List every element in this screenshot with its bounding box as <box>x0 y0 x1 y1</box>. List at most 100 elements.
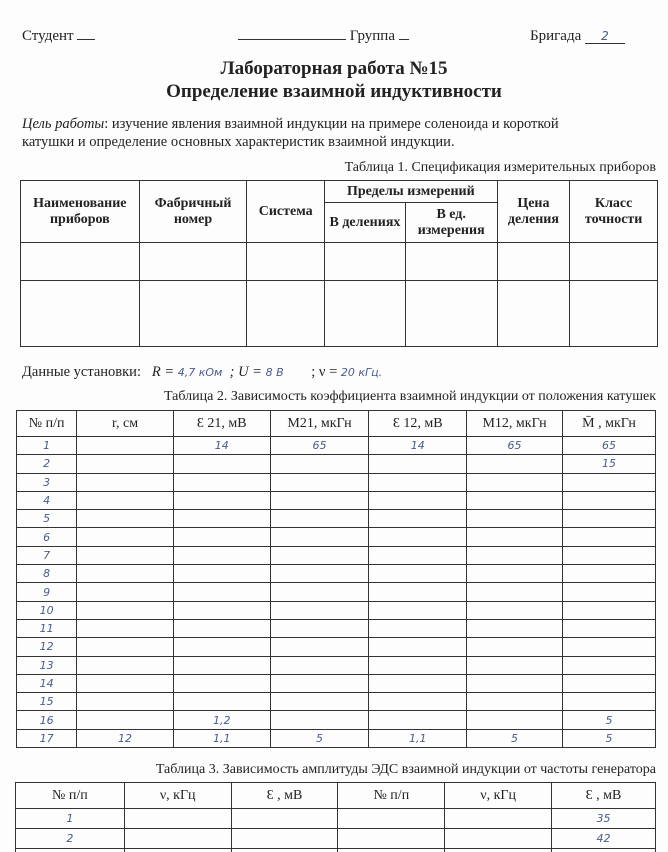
column-header: № п/п <box>15 410 78 437</box>
table-cell <box>230 828 339 849</box>
table-cell <box>368 637 468 657</box>
table-cell: 5 <box>562 728 656 749</box>
table-row: 6 <box>15 527 656 547</box>
table-cell <box>466 673 563 694</box>
table-cell <box>76 637 174 657</box>
instruments-table: Наименование приборов Фабричный номер Си… <box>20 180 658 347</box>
col-limits: Пределы измерений <box>324 180 498 203</box>
table-cell <box>172 600 271 620</box>
group-label: Группа <box>349 28 395 44</box>
table-cell: 7 <box>15 545 78 566</box>
table-cell <box>269 564 370 584</box>
table-row: 13 <box>15 655 656 675</box>
table-row: 7 <box>15 545 656 566</box>
table-cell <box>76 618 174 639</box>
table-cell <box>269 545 370 566</box>
table-cell <box>76 435 174 456</box>
table-cell <box>269 618 370 639</box>
table-row: 10 <box>15 600 656 620</box>
table-cell: 10 <box>15 600 78 620</box>
brigade-field: Бригада 2 <box>530 28 625 45</box>
table-cell <box>368 655 468 675</box>
header-row: № п/п ν, кГц Ɛ , мВ № п/п ν, кГц Ɛ , мВ <box>15 782 656 809</box>
table-row: 3 <box>15 848 656 852</box>
table3-caption: Таблица 3. Зависимость амплитуды ЭДС вза… <box>155 762 656 777</box>
table-cell <box>172 472 271 492</box>
table-cell <box>172 692 271 712</box>
r-label: R = <box>151 364 175 380</box>
table-cell <box>76 692 174 712</box>
table-cell <box>444 828 553 849</box>
table-cell <box>172 545 271 566</box>
student-field: Студент <box>22 28 96 45</box>
table-cell <box>172 582 271 602</box>
goal-line1: : изучение явления взаимной индукции на … <box>104 116 559 132</box>
header-row: № п/п r, см Ɛ 21, мВ M21, мкГн Ɛ 12, мВ M12, … <box>15 410 656 437</box>
table-cell <box>466 710 563 730</box>
brigade-label: Бригада <box>530 28 582 44</box>
table-cell <box>337 828 446 849</box>
table-cell <box>562 655 656 675</box>
table-cell <box>269 490 370 511</box>
table-cell <box>562 527 656 547</box>
table-cell <box>230 848 339 852</box>
table-row: 15 <box>15 692 656 712</box>
table1-caption: Таблица 1. Спецификация измерительных пр… <box>344 160 656 175</box>
table-cell: 12 <box>15 637 78 657</box>
table-cell <box>466 564 563 584</box>
table-cell: 1 <box>15 808 125 829</box>
table-cell: 2 <box>15 828 125 849</box>
col-serial: Фабричный номер <box>138 180 248 243</box>
col-class: Класс точности <box>569 180 658 243</box>
table-cell: 5 <box>15 509 78 529</box>
table-cell <box>368 673 468 694</box>
group-field: Группа <box>238 28 409 45</box>
table-cell <box>76 545 174 566</box>
table-row: 9 <box>15 582 656 602</box>
u-value: 8 В <box>265 366 284 379</box>
table-cell: 1,2 <box>172 710 271 730</box>
table-cell <box>269 600 370 620</box>
table-cell <box>269 710 370 730</box>
table-cell: 5 <box>269 728 370 749</box>
table-cell <box>269 472 370 492</box>
table-cell <box>562 509 656 529</box>
table-cell: 15 <box>562 454 656 474</box>
table-cell: 4 <box>15 490 78 511</box>
table-cell: 6 <box>15 527 78 547</box>
table-cell <box>269 637 370 657</box>
table-cell <box>76 655 174 675</box>
table-cell <box>466 527 563 547</box>
table-cell <box>368 454 468 474</box>
column-header: ν, кГц <box>123 782 232 809</box>
brigade-value: 2 <box>585 29 625 44</box>
table-cell <box>562 673 656 694</box>
page-subtitle: Определение взаимной индуктивности <box>166 81 502 102</box>
table-cell <box>172 655 271 675</box>
table-cell <box>123 828 232 849</box>
table-cell: 1,1 <box>368 728 468 749</box>
table-cell <box>337 848 446 852</box>
table-cell <box>269 454 370 474</box>
col-limits-div: В делениях <box>324 202 406 243</box>
table-cell <box>368 527 468 547</box>
table-cell <box>466 545 563 566</box>
column-header: ν, кГц <box>444 782 553 809</box>
table-row: 4 <box>15 490 656 511</box>
nu-label: ; ν = <box>311 364 338 380</box>
table-cell <box>76 564 174 584</box>
goal-line2: катушки и определение основных характери… <box>22 134 455 150</box>
table-cell <box>123 808 232 829</box>
table-cell: 14 <box>15 673 78 694</box>
column-header: № п/п <box>15 782 125 809</box>
table-cell <box>172 490 271 511</box>
table-cell <box>368 618 468 639</box>
table-cell <box>123 848 232 852</box>
table-cell <box>466 509 563 529</box>
table-cell <box>368 509 468 529</box>
table-cell: 2 <box>15 454 78 474</box>
table-cell: 5 <box>466 728 563 749</box>
table-cell <box>368 710 468 730</box>
table-cell <box>76 710 174 730</box>
table-cell: 65 <box>466 435 563 456</box>
